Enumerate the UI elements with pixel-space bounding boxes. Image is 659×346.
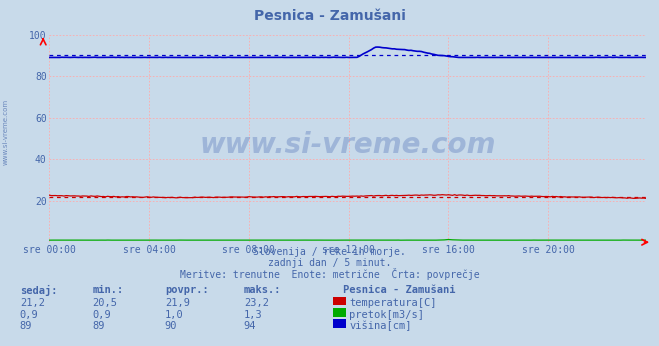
Text: maks.:: maks.: [244, 285, 281, 295]
Text: 1,0: 1,0 [165, 310, 183, 320]
Text: temperatura[C]: temperatura[C] [349, 298, 437, 308]
Text: višina[cm]: višina[cm] [349, 321, 412, 331]
Text: zadnji dan / 5 minut.: zadnji dan / 5 minut. [268, 258, 391, 268]
Text: 21,2: 21,2 [20, 298, 45, 308]
Text: www.si-vreme.com: www.si-vreme.com [200, 131, 496, 158]
Text: 0,9: 0,9 [92, 310, 111, 320]
Text: www.si-vreme.com: www.si-vreme.com [2, 98, 9, 165]
Text: 0,9: 0,9 [20, 310, 38, 320]
Text: pretok[m3/s]: pretok[m3/s] [349, 310, 424, 320]
Text: 21,9: 21,9 [165, 298, 190, 308]
Text: Slovenija / reke in morje.: Slovenija / reke in morje. [253, 247, 406, 257]
Text: Pesnica - Zamušani: Pesnica - Zamušani [254, 9, 405, 22]
Text: 23,2: 23,2 [244, 298, 269, 308]
Text: 1,3: 1,3 [244, 310, 262, 320]
Text: 94: 94 [244, 321, 256, 331]
Text: 89: 89 [20, 321, 32, 331]
Text: povpr.:: povpr.: [165, 285, 208, 295]
Text: Meritve: trenutne  Enote: metrične  Črta: povprečje: Meritve: trenutne Enote: metrične Črta: … [180, 268, 479, 280]
Text: 20,5: 20,5 [92, 298, 117, 308]
Text: Pesnica - Zamušani: Pesnica - Zamušani [343, 285, 455, 295]
Text: min.:: min.: [92, 285, 123, 295]
Text: 89: 89 [92, 321, 105, 331]
Text: sedaj:: sedaj: [20, 285, 57, 297]
Text: 90: 90 [165, 321, 177, 331]
